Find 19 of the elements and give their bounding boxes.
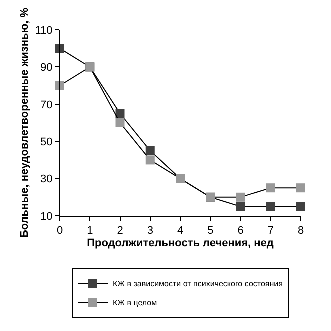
x-tick-label: 8 [298, 225, 304, 238]
legend-label: КЖ в целом [113, 298, 158, 308]
x-tick-label: 2 [117, 225, 124, 238]
y-tick-label: 10 [40, 210, 53, 223]
x-tick-label: 6 [238, 225, 244, 238]
y-tick-label: 30 [40, 174, 53, 186]
x-tick-label: 7 [268, 225, 274, 238]
x-tick-label: 0 [56, 225, 64, 238]
x-tick-label: 3 [147, 225, 154, 238]
y-tick-label: 50 [40, 136, 53, 148]
x-tick-label: 4 [177, 225, 184, 238]
legend-label: КЖ в зависимости от психического состояния [113, 280, 283, 289]
x-tick-label: 1 [87, 225, 94, 238]
y-tick-label: 90 [40, 62, 53, 74]
y-tick-label: 110 [35, 24, 53, 37]
y-tick-label: 70 [40, 99, 53, 112]
x-axis-title: Продолжительность лечения, нед [87, 237, 274, 250]
y-axis-title: Больные, неудовлетворенные жизнью, % [18, 8, 31, 238]
x-tick-label: 5 [208, 225, 214, 238]
